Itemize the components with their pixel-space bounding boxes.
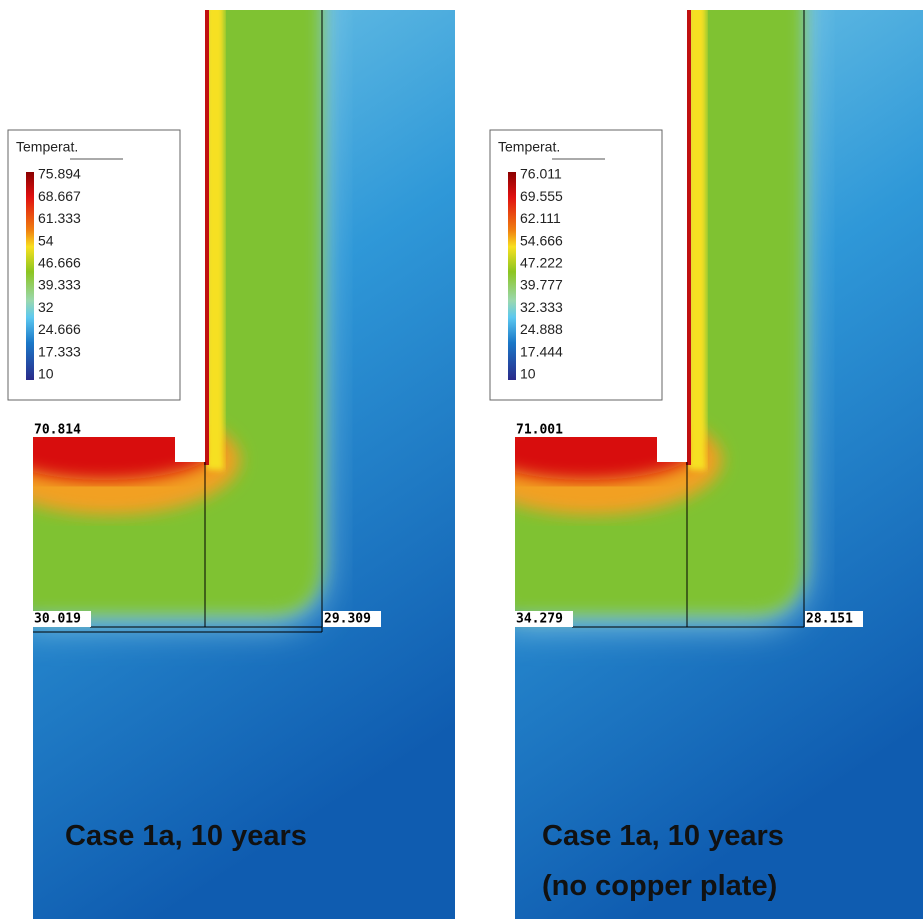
- legend-label: 17.333: [38, 343, 81, 359]
- legend-label: 17.444: [520, 343, 563, 359]
- legend-label: 10: [38, 366, 54, 382]
- legend-label: 24.888: [520, 321, 563, 337]
- probe-bg: [33, 611, 91, 627]
- panel: 71.001 34.279 28.151 Temperat. 76.011 69.555 6…: [489, 10, 923, 919]
- wall-glow: [206, 10, 224, 470]
- probe-label: 30.019: [34, 612, 81, 627]
- probe-label: 71.001: [516, 423, 563, 438]
- legend-label: 75.894: [38, 166, 81, 182]
- legend-label: 10: [520, 366, 536, 382]
- legend-label: 24.666: [38, 321, 81, 337]
- temperature-field: [515, 10, 923, 919]
- probe-bg: [515, 611, 573, 627]
- legend-label: 61.333: [38, 210, 81, 226]
- legend-label: 46.666: [38, 255, 81, 271]
- colorbar: [508, 172, 516, 380]
- warm-band: [515, 10, 804, 615]
- legend-label: 68.667: [38, 188, 81, 204]
- wall-glow: [688, 10, 706, 470]
- legend-box: [7, 129, 181, 401]
- legend-label: 32.333: [520, 299, 563, 315]
- legend-label: 47.222: [520, 255, 563, 271]
- legend-title: Temperat.: [16, 139, 78, 155]
- hot-inner: [515, 416, 697, 480]
- hot-inner: [33, 416, 215, 480]
- colorbar: [26, 172, 34, 380]
- legend-label: 39.777: [520, 277, 563, 293]
- probe-bg: [805, 611, 863, 627]
- probe-bg: [323, 611, 381, 627]
- caption: Case 1a, 10 years: [65, 820, 307, 852]
- legend-box: [489, 129, 663, 401]
- warm-band: [33, 10, 322, 615]
- legend-label: 32: [38, 299, 54, 315]
- panel: 70.814 30.019 29.309 Temperat. 75.894 68.667 6…: [7, 10, 455, 919]
- caption: (no copper plate): [542, 870, 777, 902]
- legend-label: 62.111: [520, 210, 561, 226]
- probe-label: 34.279: [516, 612, 563, 627]
- caption: Case 1a, 10 years: [542, 820, 784, 852]
- legend-label: 39.333: [38, 277, 81, 293]
- legend-label: 69.555: [520, 188, 563, 204]
- wall-hot: [686, 10, 691, 465]
- probe-label: 28.151: [806, 612, 853, 627]
- legend-label: 54.666: [520, 232, 563, 248]
- wall-hot: [204, 10, 209, 465]
- probe-label: 70.814: [34, 423, 81, 438]
- legend-label: 76.011: [520, 166, 562, 182]
- legend-label: 54: [38, 232, 54, 248]
- probe-label: 29.309: [324, 612, 371, 627]
- legend-title: Temperat.: [498, 139, 560, 155]
